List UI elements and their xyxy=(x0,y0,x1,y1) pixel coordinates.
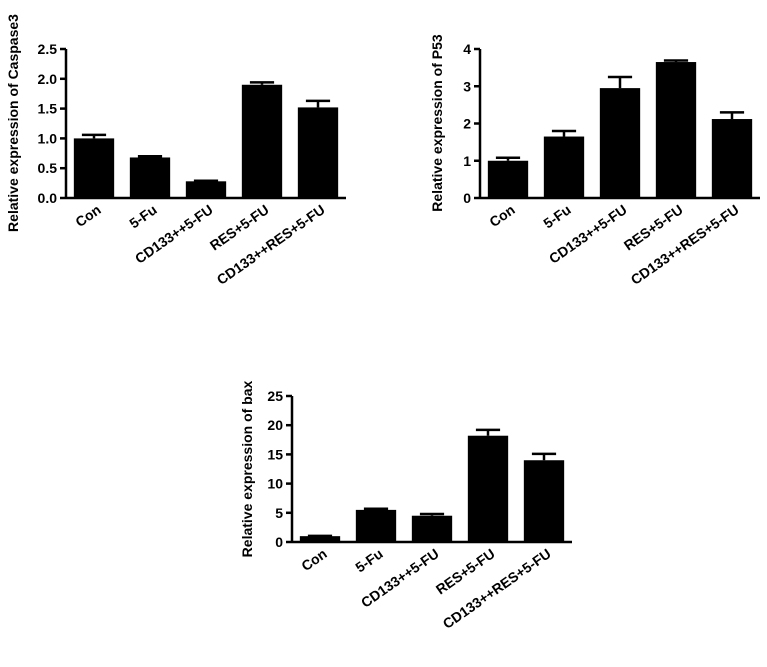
chart3-bar xyxy=(299,536,341,542)
chart1-x-tick-label: 5-Fu xyxy=(126,201,159,231)
chart1-y-tick-label: 2.0 xyxy=(38,71,58,87)
chart1-bar xyxy=(73,138,115,198)
chart2-x-tick-label: 5-Fu xyxy=(540,201,573,231)
chart3-y-tick-label: 25 xyxy=(267,388,283,404)
chart2-y-tick-label: 2 xyxy=(463,116,471,132)
chart3-y-tick-label: 20 xyxy=(267,417,283,433)
chart3-x-tick-label: Con xyxy=(298,545,329,574)
chart2-bar xyxy=(487,160,529,198)
chart1-x-tick-label: Con xyxy=(72,201,103,230)
chart2-bar xyxy=(599,88,641,198)
chart1-bar xyxy=(297,107,339,198)
chart1-y-tick-label: 2.5 xyxy=(38,41,58,57)
chart3-y-tick-label: 5 xyxy=(275,505,283,521)
chart1-y-tick-label: 1.0 xyxy=(38,130,58,146)
chart2-y-axis-title: Relative expression of P53 xyxy=(429,34,445,212)
chart2-bar xyxy=(655,62,697,198)
chart3-y-tick-label: 0 xyxy=(275,534,283,550)
chart2-y-tick-label: 4 xyxy=(463,41,471,57)
chart1-y-axis-title: Relative expression of Caspase3 xyxy=(5,14,21,232)
chart1-bar xyxy=(185,181,227,198)
chart3-bar xyxy=(355,509,397,542)
chart3-bar xyxy=(411,515,453,542)
chart1-bar xyxy=(129,157,171,198)
chart2-bar xyxy=(711,119,753,198)
chart1-y-tick-label: 1.5 xyxy=(38,101,58,117)
chart3-bar xyxy=(467,435,509,542)
chart2-y-tick-label: 1 xyxy=(463,153,471,169)
chart2-y-tick-label: 0 xyxy=(463,190,471,206)
chart3-y-axis-title: Relative expression of bax xyxy=(239,380,255,557)
chart1-bar xyxy=(241,84,283,198)
chart2-y-tick-label: 3 xyxy=(463,78,471,94)
chart3-bar xyxy=(523,460,565,542)
chart3-x-tick-label: 5-Fu xyxy=(352,545,385,575)
chart1-y-tick-label: 0.0 xyxy=(38,190,58,206)
chart2-bar xyxy=(543,136,585,198)
chart3-y-tick-label: 10 xyxy=(267,476,283,492)
chart1-y-tick-label: 0.5 xyxy=(38,160,58,176)
chart2-x-tick-label: Con xyxy=(486,201,517,230)
chart3-y-tick-label: 15 xyxy=(267,446,283,462)
